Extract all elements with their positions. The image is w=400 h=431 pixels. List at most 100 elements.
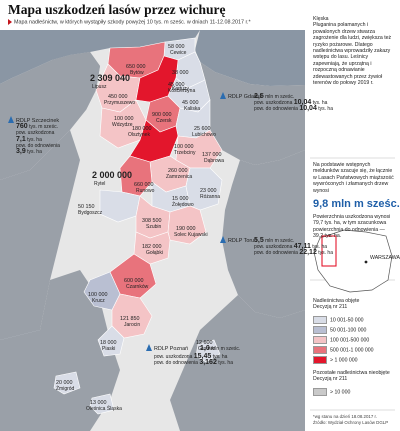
district-lubichowo-value: 25 600 [194, 126, 211, 132]
rdlp-poznan-name: RDLP Poznań [154, 346, 189, 352]
rdlp-gdansk-area2-unit: tys. ha [318, 106, 333, 113]
district-kaliska-name: Kaliska [184, 106, 201, 112]
legend-label-5: > 1 000 000 [330, 357, 358, 364]
panel-text3: Powierzchnia uszkodzona wynosi 79,7 tys.… [313, 214, 391, 240]
district-grotniki-value: 12 600 [196, 340, 213, 346]
legend-b-title: Pozostałe nadleśnictwa nieobjęte Decyzją… [313, 370, 397, 383]
district-krucz-value: 100 000 [88, 292, 108, 298]
subtitle-text: Mapa nadleśnictw, w których wystąpiły sz… [14, 19, 251, 26]
district-przymuszewo-name: Przymuszewo [104, 100, 136, 106]
district-grotniki[interactable] [195, 339, 221, 363]
rdlp-torun-damaged: 5,5 [254, 237, 264, 244]
page-subtitle: Mapa nadleśnictw, w których wystąpiły sz… [8, 19, 308, 26]
rdlp-poznan-tree-icon [146, 344, 152, 351]
panel-heading: Klęska [313, 16, 329, 22]
panel-text3-block: Powierzchnia uszkodzona wynosi 79,7 tys.… [313, 214, 395, 240]
district-rozanna-value: 23 000 [200, 188, 217, 194]
rdlp-torun-name: RDLP Toruń [228, 238, 258, 244]
panel-klęska: Klęska Pługanina połamanych i powalonych… [313, 16, 395, 86]
district-rytel-name: Rytel [94, 181, 106, 187]
district-zamrzenica-value: 260 000 [168, 168, 188, 174]
grey-region-southeast [170, 295, 305, 431]
legend-label-1: 10 001-50 000 [330, 317, 364, 324]
district-zoledowo-name: Żołędowo [172, 202, 194, 208]
district-zamrzenica-name: Zamrzenica [166, 174, 193, 180]
legend-swatch-4 [313, 346, 327, 354]
inset-poland-outline [313, 229, 393, 293]
grey-region-east [222, 150, 305, 318]
legend-title-line1: Nadleśnictwa objęte [313, 298, 360, 304]
district-kociewo-name: Kościerzyna [168, 88, 196, 94]
inset-highlight-box [321, 235, 337, 267]
district-bytow-name: Bytów [130, 70, 144, 76]
district-solec-value: 190 000 [176, 226, 196, 232]
legend-title-line2: Decyzją nr 211 [313, 304, 348, 311]
district-zmigrod[interactable] [53, 371, 81, 395]
district-cewice-name: Cewice [170, 50, 187, 56]
rdlp-gdansk-damaged-unit: mln m sześc. [265, 94, 295, 100]
rdlp-gdansk-name: RDLP Gdańsk [228, 94, 263, 100]
district-zmigrod-name: Żmigród [56, 386, 75, 392]
district-czarnkow-name: Czarnków [126, 284, 149, 290]
panel-text2: Na podstawie wstępnych meldunków szacuje… [313, 162, 394, 194]
rdlp-gdansk-tree-icon [220, 92, 226, 99]
district-szubin-name: Szubin [146, 224, 162, 230]
rdlp-poznan-block: RDLP Poznań [154, 346, 188, 352]
rdlp-poznan-area1-unit: tys. ha [212, 354, 228, 360]
district-zoledowo-value: 15 000 [172, 196, 189, 202]
district-czarnkow-value: 600 000 [124, 278, 144, 284]
rdlp-gdansk-area-label1: pow. uszkodzona [254, 100, 293, 107]
district-lipusz-name: Lipusz [92, 84, 107, 90]
rdlp-poznan-damaged-unit: mln m sześc. [211, 346, 241, 352]
rdlp-szczecinek-block: RDLP Szczecinek 760 tys. m sześc. pow. u… [16, 118, 60, 155]
rdlp-gdansk-area2: 10,04 [299, 105, 317, 113]
district-wdzydze-value: 100 000 [114, 116, 134, 122]
district-czersk-name: Czersk [156, 118, 172, 124]
rdlp-poznan-figures: 1,0 mln m sześc. [200, 345, 241, 352]
district-jarocin-name: Jarocin [124, 322, 141, 328]
district-olesnica[interactable] [89, 393, 115, 415]
rdlp-poznan-areas: pow. uszkodzona 15,45 tys. ha pow. do od… [154, 353, 233, 367]
rdlp-poznan-area-label1: pow. uszkodzona [154, 354, 193, 360]
district-lipusz-value: 2 309 040 [90, 73, 131, 83]
district-golabki-name: Gołąbki [146, 250, 163, 256]
rdlp-szczecinek-damaged-label: pow. uszkodzona [16, 130, 55, 137]
rdlp-gdansk-block: RDLP Gdańsk [228, 94, 262, 100]
footnote-date: *wg stanu na dzień 18.08.2017 r. [313, 414, 377, 419]
district-rozanna-name: Różanna [200, 194, 221, 200]
district-kartuzy-name: Kartuzy [172, 86, 189, 92]
district-solec-name: Solec Kujawski [174, 232, 208, 238]
district-piaski[interactable] [97, 325, 125, 357]
legend-label-3: 100 001-500 000 [330, 337, 370, 344]
rdlp-torun-area-label2: pow. do odnowienia [254, 250, 298, 257]
rdlp-torun-area1-unit: tys. ha [312, 244, 328, 251]
district-golabki-value: 182 000 [142, 244, 162, 250]
rdlp-gdansk-area1: 10,04 [293, 99, 312, 107]
district-runowo-value: 660 000 [134, 182, 154, 188]
rdlp-szczecinek-renew-unit: tys. ha [27, 149, 42, 156]
legend-item-2: 50 001-100 000 [313, 326, 366, 334]
rdlp-szczecinek-damaged-unit: tys. m sześc. [29, 124, 58, 131]
district-piaski-value: 18 000 [100, 340, 117, 346]
rdlp-gdansk-figures: 2,5 mln m sześc. pow. uszkodzona 10,04 t… [254, 93, 333, 113]
legend-swatch-b [313, 388, 327, 396]
footnote-source: Źródło: Wydział Ochrony Lasów DGLP [313, 420, 389, 425]
district-lipusz[interactable] [52, 52, 100, 110]
legend-item-b: > 10 000 [313, 388, 350, 396]
district-przymuszewo-value: 450 000 [108, 94, 128, 100]
rdlp-torun-area1: 47,11 [293, 243, 311, 251]
district-krucz-name: Krucz [92, 298, 105, 304]
rdlp-poznan-area2-unit: tys. ha [218, 360, 233, 367]
legend-swatch-2 [313, 326, 327, 334]
legend-label-4: 500 001-1 000 000 [330, 347, 374, 354]
legend-item-3: 100 001-500 000 [313, 336, 369, 344]
legend-item-1: 10 001-50 000 [313, 316, 363, 324]
panel-text: Pługanina połamanych i powalonych drzew … [313, 22, 392, 87]
district-jarocin-value: 121 850 [120, 316, 140, 322]
grey-region-northeast [200, 62, 305, 165]
legend-b-title-line1: Pozostałe nadleśnictwa nieobjęte [313, 370, 390, 376]
district-wdzydze-name: Wdzydze [112, 122, 133, 128]
district-dabrowa-name: Dąbrowa [204, 158, 225, 164]
rdlp-gdansk-area1-unit: tys. ha [312, 100, 328, 107]
